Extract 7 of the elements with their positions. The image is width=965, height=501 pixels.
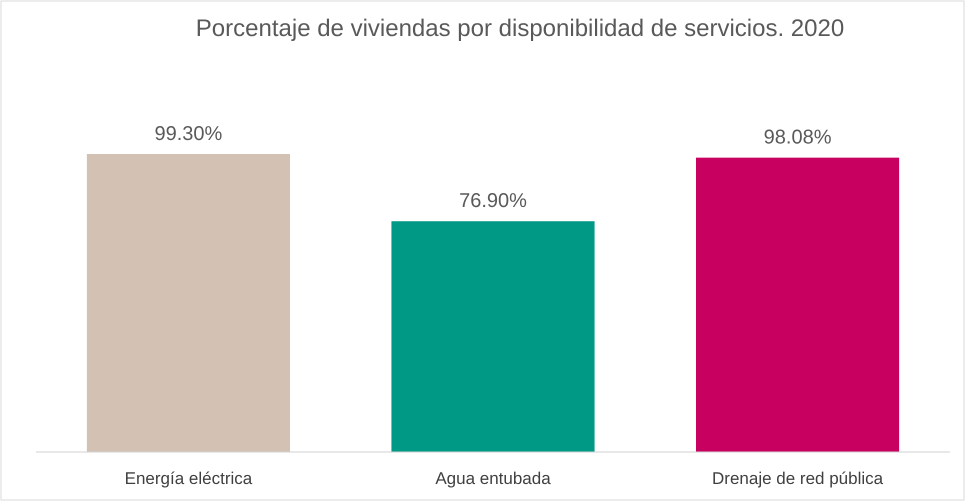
data-label: 76.90% [459, 190, 528, 212]
data-label: 98.08% [764, 126, 832, 149]
chart-title: Porcentaje de viviendas por disponibilidad de servicios. 2020 [196, 15, 844, 42]
data-label: 99.30% [154, 123, 223, 145]
x-tick-label: Energía eléctrica [124, 469, 253, 488]
x-tick-label: Agua entubada [435, 469, 552, 488]
x-tick-label: Drenaje de red pública [712, 469, 884, 488]
